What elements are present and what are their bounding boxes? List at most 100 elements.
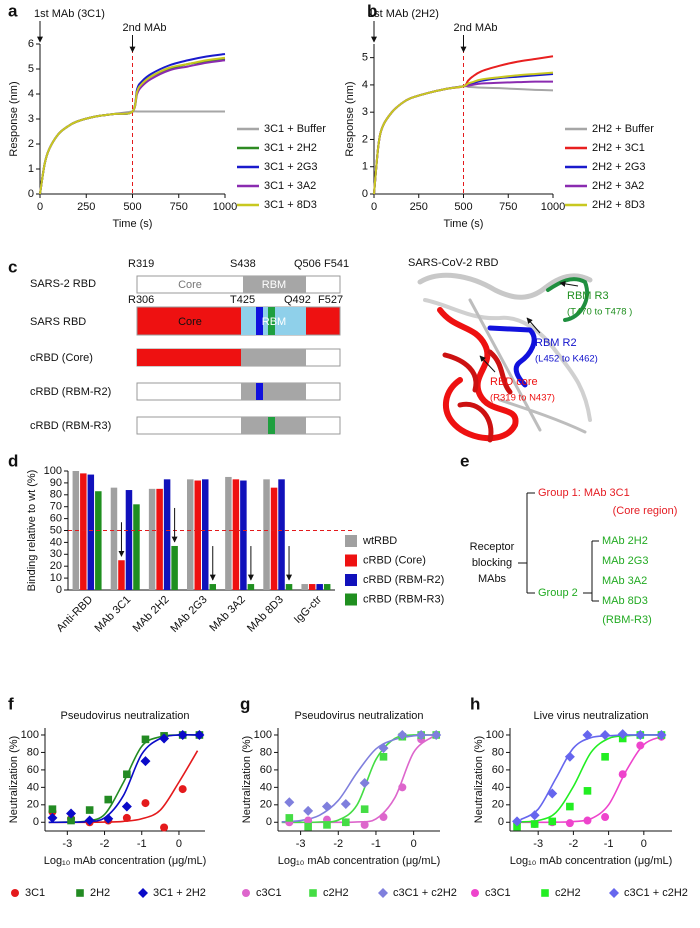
- bar: [278, 479, 285, 590]
- segment-label: RBM: [262, 316, 286, 328]
- data-point: [284, 797, 295, 808]
- data-point: [379, 753, 388, 761]
- x-tick-label: 500: [454, 201, 472, 213]
- y-tick-label: 80: [260, 746, 272, 758]
- segment-label: Core: [178, 316, 202, 328]
- data-point: [104, 795, 113, 804]
- y-tick-label: 60: [50, 513, 62, 525]
- x-axis-label: Time (s): [444, 218, 484, 230]
- data-point: [582, 729, 593, 740]
- x-axis-label: Log₁₀ mAb concentration (μg/mL): [510, 855, 673, 867]
- y-tick-label: 0: [33, 816, 39, 828]
- x-tick-label: -1: [604, 838, 614, 850]
- structure-label: RBM R2: [535, 337, 577, 349]
- data-point: [103, 813, 114, 824]
- data-point: [378, 743, 389, 754]
- y-tick-label: 40: [50, 536, 62, 548]
- domain-bar: [136, 275, 341, 294]
- data-point: [48, 805, 57, 813]
- residue: F541: [324, 258, 349, 270]
- y-tick-label: 80: [50, 489, 62, 501]
- legend-marker: [76, 889, 84, 897]
- y-tick-label: 70: [50, 501, 62, 513]
- line-series: [39, 53, 226, 195]
- y-tick-label: 100: [44, 465, 62, 477]
- bar: [148, 488, 156, 590]
- y-tick-label: 90: [50, 477, 62, 489]
- y-tick-label: 60: [492, 764, 504, 776]
- data-point: [548, 817, 557, 826]
- x-tick-label: 500: [123, 201, 141, 213]
- legend-marker: [309, 889, 317, 897]
- panel-label: h: [470, 694, 480, 713]
- data-point: [564, 751, 575, 762]
- bar: [308, 584, 316, 590]
- bar: [232, 479, 240, 590]
- residue: Q492: [284, 294, 311, 306]
- legend-label: 3C1 + Buffer: [264, 123, 326, 135]
- fit-curve: [281, 733, 433, 824]
- y-tick-label: 0: [498, 816, 504, 828]
- y-tick-label: 20: [492, 799, 504, 811]
- data-point: [178, 785, 187, 794]
- legend-label: cRBD (Core): [363, 554, 426, 566]
- bar: [316, 584, 323, 590]
- panel-label: f: [8, 694, 14, 713]
- legend-label: wtRBD: [362, 535, 397, 547]
- data-point: [636, 741, 645, 750]
- group-note: (Core region): [613, 505, 678, 517]
- line-series: [39, 56, 226, 195]
- line-series: [373, 71, 554, 195]
- legend-label: 3C1 + 8D3: [264, 199, 317, 211]
- legend-swatch: [345, 535, 357, 547]
- y-axis-label: Binding relative to wt (%): [26, 470, 38, 592]
- y-tick-label: 1: [362, 161, 368, 173]
- structure-title: SARS-CoV-2 RBD: [408, 257, 499, 269]
- legend-label: c3C1: [485, 887, 511, 899]
- x-tick-label: MAb 3C1: [92, 594, 133, 635]
- legend-marker: [378, 888, 388, 898]
- panel-label: a: [8, 1, 18, 20]
- data-point: [617, 729, 628, 740]
- data-point: [529, 810, 540, 821]
- legend-marker: [541, 889, 549, 897]
- x-tick-label: -3: [296, 838, 306, 850]
- bar: [80, 473, 87, 590]
- x-tick-label: 1000: [541, 201, 565, 213]
- y-tick-label: 40: [27, 781, 39, 793]
- residue: Q506: [294, 258, 321, 270]
- data-point: [416, 729, 427, 740]
- row-label: SARS RBD: [30, 316, 86, 328]
- legend-label: c2H2: [323, 887, 349, 899]
- y-tick-label: 20: [260, 799, 272, 811]
- data-point: [122, 813, 131, 822]
- y-tick-label: 60: [27, 764, 39, 776]
- residue: R319: [128, 258, 154, 270]
- chart-title: Pseudovirus neutralization: [60, 710, 189, 722]
- data-point: [121, 801, 132, 812]
- pointer-arrow: [526, 317, 541, 334]
- data-point: [635, 729, 646, 740]
- domain-bar: [136, 416, 341, 435]
- x-tick-label: 0: [411, 838, 417, 850]
- group-label: Group 2: [538, 587, 578, 599]
- bar: [87, 474, 95, 590]
- x-axis-label: Log₁₀ mAb concentration (μg/mL): [278, 855, 441, 867]
- r3-segment: [268, 417, 275, 434]
- data-point: [141, 735, 150, 744]
- rbm-segment: [243, 276, 306, 293]
- y-tick-label: 2: [362, 133, 368, 145]
- data-point: [360, 805, 369, 813]
- bar: [171, 545, 178, 590]
- bar: [301, 584, 308, 590]
- x-tick-label: IgG-ctr: [292, 593, 324, 625]
- bar: [110, 487, 118, 590]
- structure-range: (T470 to T478 ): [567, 307, 632, 318]
- x-tick-label: MAb 3A2: [207, 594, 247, 634]
- legend-marker: [242, 889, 250, 897]
- bar: [194, 480, 201, 590]
- y-tick-label: 3: [362, 106, 368, 118]
- bar: [285, 584, 293, 590]
- bar: [163, 479, 171, 590]
